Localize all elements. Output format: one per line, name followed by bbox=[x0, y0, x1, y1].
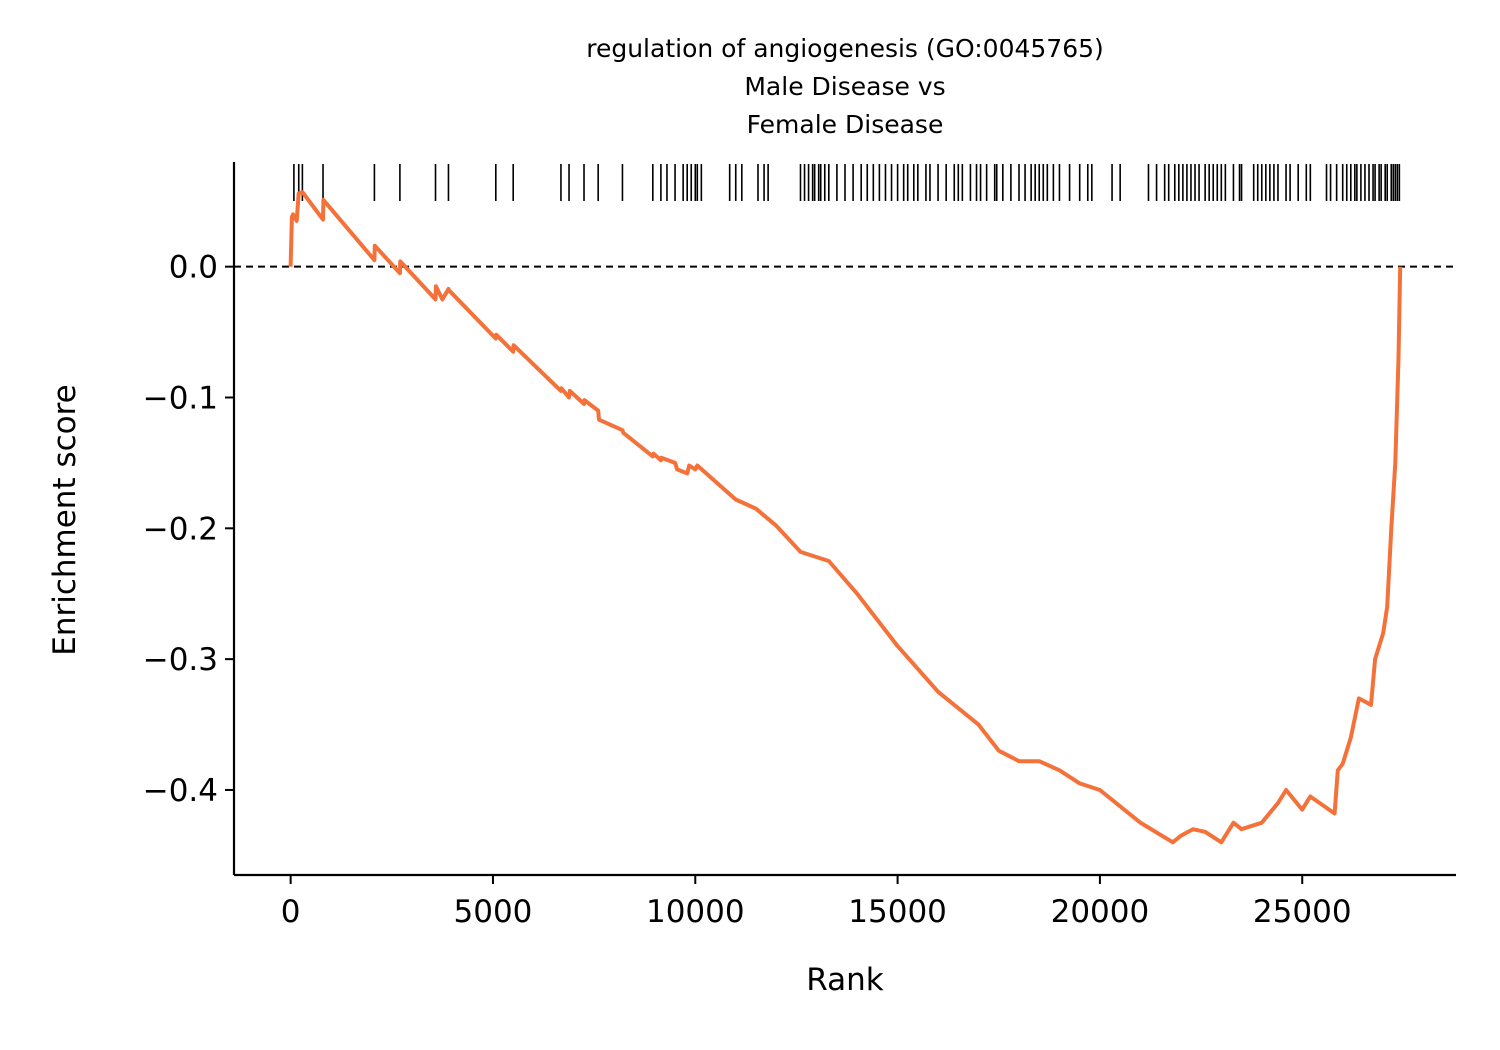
chart-title-line-1: regulation of angiogenesis (GO:0045765) bbox=[586, 34, 1104, 63]
x-tick-label: 25000 bbox=[1253, 894, 1352, 930]
x-axis-ticks: 0 5000 10000 15000 20000 25000 bbox=[281, 875, 1352, 930]
x-tick-label: 10000 bbox=[646, 894, 745, 930]
y-axis-label: Enrichment score bbox=[47, 384, 83, 656]
x-tick-label: 0 bbox=[281, 894, 301, 930]
enrichment-curve bbox=[288, 190, 1403, 845]
y-axis-ticks: 0.0 −0.1 −0.2 −0.3 −0.4 bbox=[143, 250, 234, 809]
y-tick-label: 0.0 bbox=[169, 250, 218, 286]
hit-markers bbox=[293, 164, 1401, 201]
series-line bbox=[288, 190, 1403, 845]
chart-title-line-2: Male Disease vs bbox=[744, 72, 946, 101]
axes bbox=[232, 162, 1456, 877]
y-tick-label: −0.3 bbox=[143, 642, 218, 678]
x-tick-label: 5000 bbox=[454, 894, 533, 930]
x-axis-label: Rank bbox=[806, 962, 884, 998]
x-tick-label: 15000 bbox=[848, 894, 947, 930]
y-tick-label: −0.4 bbox=[143, 773, 218, 809]
x-tick-label: 20000 bbox=[1051, 894, 1150, 930]
chart-title-line-3: Female Disease bbox=[746, 110, 944, 139]
y-tick-label: −0.1 bbox=[143, 380, 218, 416]
y-tick-label: −0.2 bbox=[143, 511, 218, 547]
